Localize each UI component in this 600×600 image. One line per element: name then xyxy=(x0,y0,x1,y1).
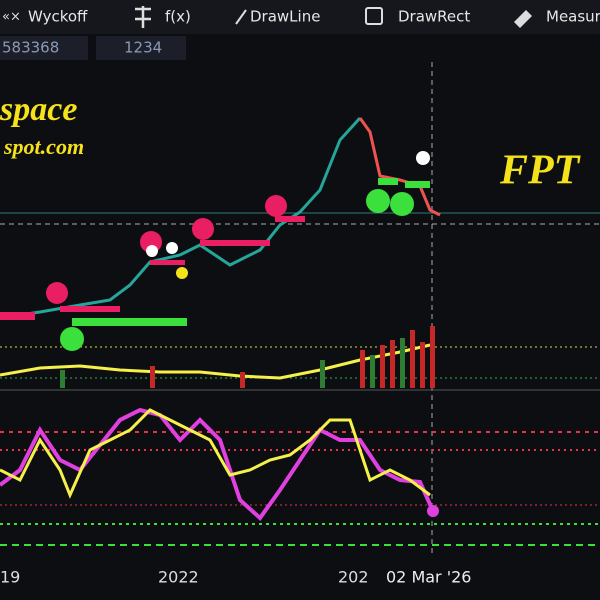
volume xyxy=(60,326,435,388)
field-value: 583368 xyxy=(2,39,59,57)
watermark: space xyxy=(0,91,77,128)
x-label: 19 xyxy=(0,568,20,587)
tool-drawrect[interactable]: DrawRect xyxy=(398,8,470,26)
watermark: spot.com xyxy=(3,134,84,159)
icon xyxy=(235,9,247,25)
symbol: FPT xyxy=(499,148,582,194)
toolbar xyxy=(0,0,600,34)
field[interactable] xyxy=(96,36,186,60)
field-value: 1234 xyxy=(124,39,162,57)
tool-measure[interactable]: Measure xyxy=(546,8,600,26)
icon xyxy=(365,7,383,25)
signals xyxy=(0,151,439,517)
chart-lines xyxy=(0,62,600,555)
tool-drawline[interactable]: DrawLine xyxy=(250,8,320,26)
tool-fx[interactable]: f(x) xyxy=(165,8,191,26)
icon: «× xyxy=(2,10,21,25)
cursor-label-bg xyxy=(376,565,476,591)
field[interactable] xyxy=(0,36,88,60)
tool-wyckoff[interactable]: Wyckoff xyxy=(28,8,88,26)
icon xyxy=(514,10,532,28)
x-label: 202 xyxy=(338,568,369,587)
icon xyxy=(135,6,151,28)
x-label: 2022 xyxy=(158,568,199,587)
cursor-date: 02 Mar '26 xyxy=(386,568,471,587)
